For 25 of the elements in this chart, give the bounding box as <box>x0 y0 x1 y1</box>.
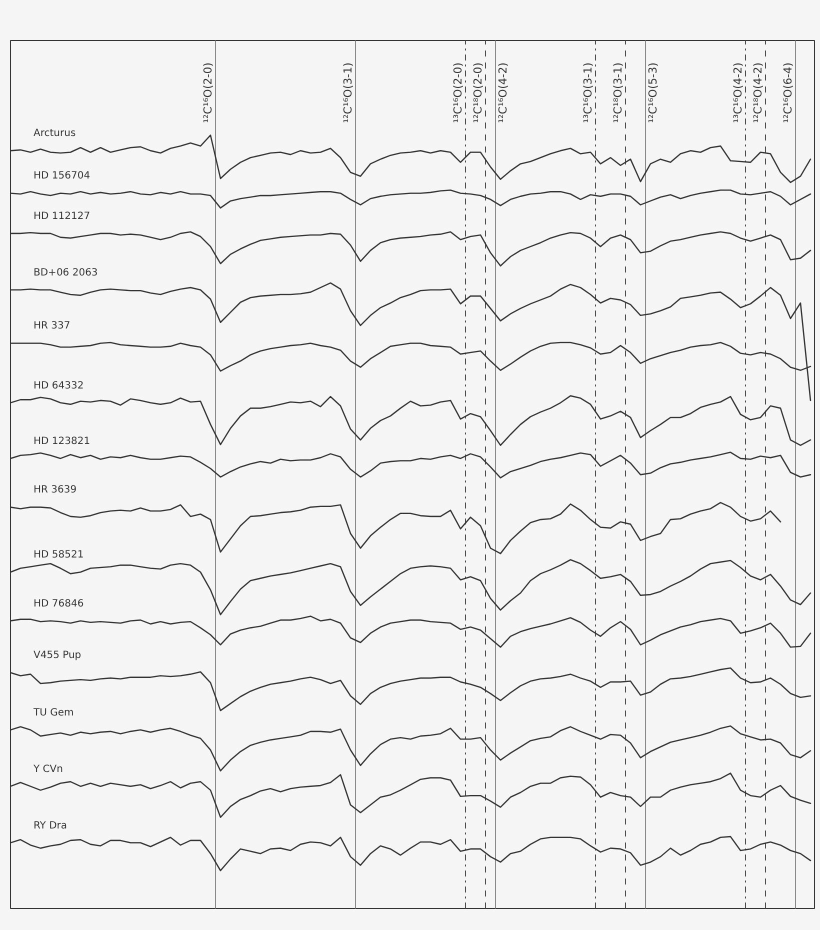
text: ¹²C¹⁶O(2-0) <box>202 62 214 124</box>
series-label: HD 58521 <box>34 550 84 561</box>
series-label: BD+06 2063 <box>34 267 98 278</box>
series-label: HD 156704 <box>34 170 90 182</box>
series-label: HR 3639 <box>34 484 77 496</box>
text: ¹²C¹⁶O(3-1) <box>342 62 354 124</box>
text: ¹²C¹⁶O(4-2) <box>496 62 510 124</box>
series-label: Arcturus <box>34 128 76 140</box>
series-label: HR 337 <box>34 320 70 332</box>
text: ¹²C¹⁶O(5-3) <box>646 62 660 124</box>
series-label: HD 123821 <box>34 436 90 447</box>
text: ¹²C¹⁸O(4-2) <box>752 62 764 124</box>
series-label: HD 112127 <box>34 210 90 222</box>
text: ¹³C¹⁶O(3-1) <box>582 62 594 124</box>
series-label: Y CVn <box>32 764 63 775</box>
text: ¹³C¹⁶O(4-2) <box>732 62 744 124</box>
series-label: V455 Pup <box>34 650 82 662</box>
series-label: HD 64332 <box>34 380 84 392</box>
series-label: TU Gem <box>32 707 74 718</box>
text: ¹²C¹⁸O(2-0) <box>472 62 484 124</box>
text: ¹²C¹⁸O(3-1) <box>612 62 624 124</box>
text: ¹³C¹⁶O(2-0) <box>452 62 464 124</box>
series-label: RY Dra <box>34 820 68 832</box>
text: ¹²C¹⁶O(6-4) <box>782 62 794 124</box>
series-label: HD 76846 <box>34 598 84 610</box>
